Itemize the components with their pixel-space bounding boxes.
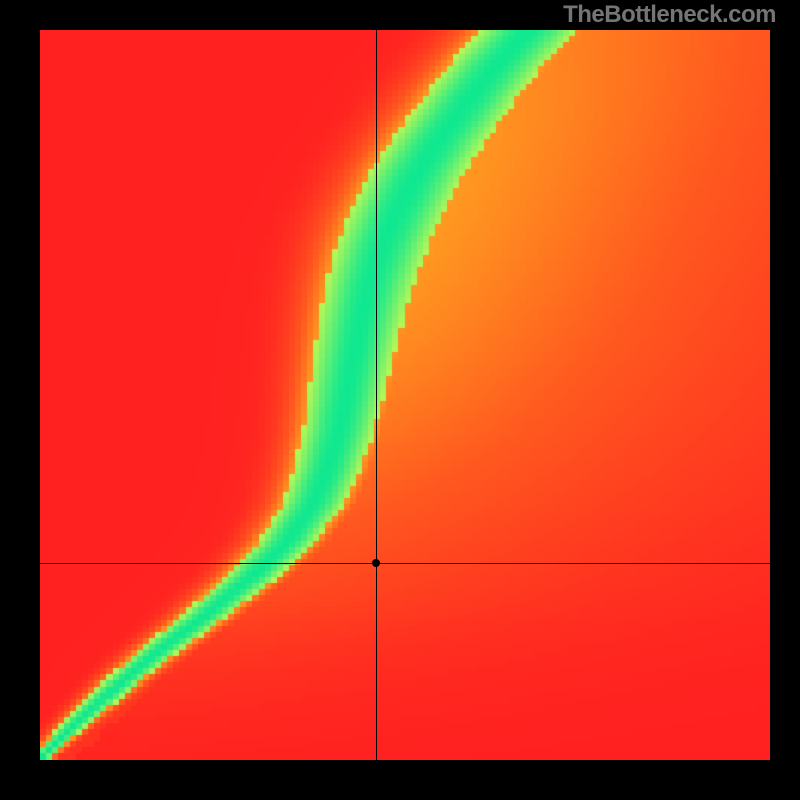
heatmap-canvas xyxy=(40,30,770,760)
target-point-marker xyxy=(372,559,380,567)
vertical-crosshair xyxy=(376,30,377,760)
chart-container: TheBottleneck.com xyxy=(0,0,800,800)
plot-area xyxy=(40,30,770,760)
watermark-text: TheBottleneck.com xyxy=(563,1,776,29)
horizontal-crosshair xyxy=(40,563,770,564)
